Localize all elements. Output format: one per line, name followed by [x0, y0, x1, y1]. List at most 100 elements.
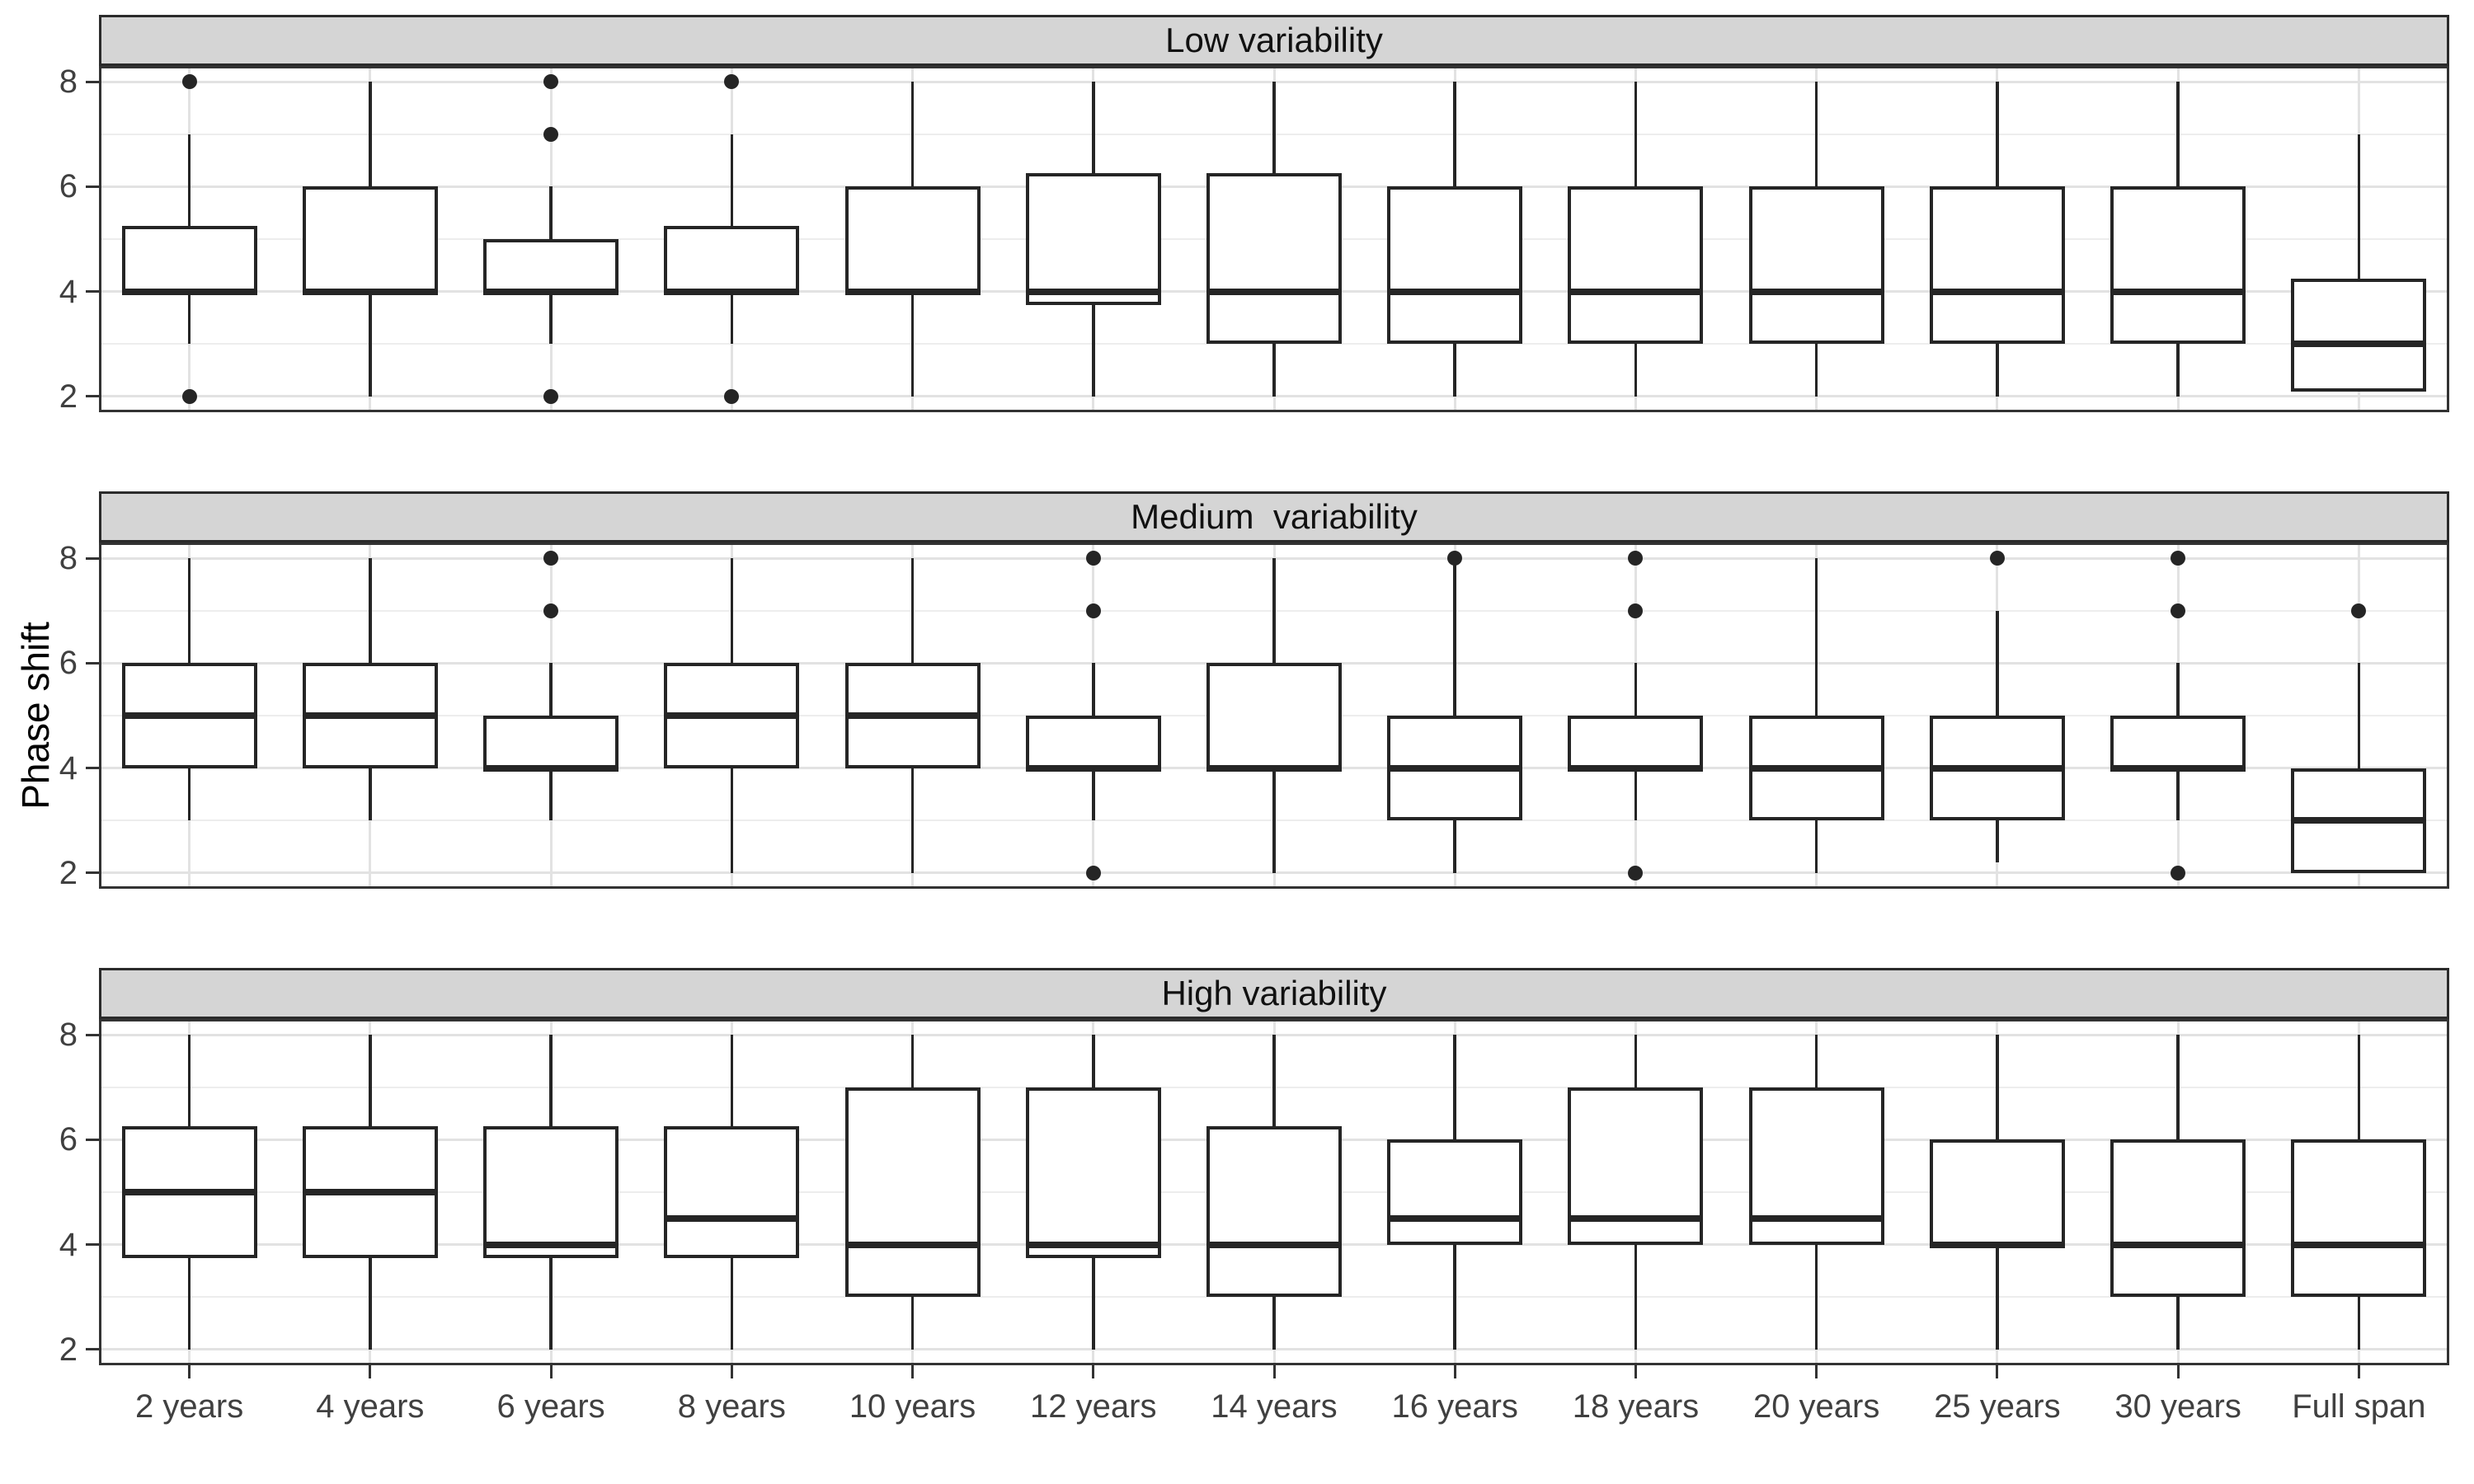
box-whisker-high	[369, 558, 372, 664]
box-outlier-point	[1989, 551, 2005, 566]
y-tick-mark	[86, 290, 99, 294]
box-outlier-point	[724, 74, 740, 90]
box-outlier-point	[2171, 865, 2186, 881]
box-median	[1748, 1214, 1884, 1222]
box-whisker-low	[1453, 820, 1456, 873]
box-whisker-high	[187, 1035, 191, 1127]
box-median	[1025, 764, 1161, 772]
box-median	[1387, 288, 1523, 295]
box-median	[664, 712, 800, 719]
box-outlier-point	[1628, 603, 1644, 618]
box-whisker-low	[910, 291, 915, 397]
box-whisker-high	[1453, 561, 1456, 716]
y-tick-label: 8	[59, 540, 78, 577]
box-median	[302, 712, 438, 719]
box-whisker-high	[1996, 610, 1999, 716]
x-tick-label: 14 years	[1211, 1388, 1338, 1425]
box-whisker-high	[549, 186, 553, 239]
box-whisker-high	[2357, 134, 2361, 279]
x-tick-label: 18 years	[1572, 1388, 1700, 1425]
box-whisker-high	[730, 134, 734, 227]
x-tick-label: 25 years	[1934, 1388, 2061, 1425]
facet-panel-medium-variability	[99, 542, 2449, 889]
box-whisker-low	[549, 291, 553, 345]
x-tick-mark	[549, 1365, 553, 1378]
facet-title: Medium variability	[1131, 497, 1418, 536]
box-whisker-high	[1453, 82, 1456, 187]
box-whisker-low	[1272, 1297, 1276, 1350]
box-median	[2110, 1241, 2246, 1248]
box-median	[1929, 288, 2065, 295]
box-whisker-low	[2176, 344, 2180, 397]
box-median	[121, 1189, 257, 1195]
box-median	[302, 288, 438, 295]
y-tick-label: 6	[59, 168, 78, 205]
box-outlier-point	[543, 74, 559, 90]
box-median	[121, 288, 257, 295]
box-whisker-high	[730, 1035, 734, 1127]
box-median	[1387, 1214, 1523, 1222]
box-iqr	[1206, 663, 1342, 768]
box-whisker-low	[1996, 1244, 1999, 1350]
box-whisker-low	[1814, 820, 1818, 873]
box-whisker-low	[187, 291, 191, 345]
box-median	[1206, 764, 1342, 772]
box-median	[1025, 288, 1161, 295]
box-median	[121, 712, 257, 719]
box-iqr	[844, 186, 981, 292]
box-whisker-low	[1634, 768, 1638, 821]
box-median	[483, 288, 619, 295]
x-tick-mark	[911, 1365, 915, 1378]
box-whisker-low	[730, 768, 734, 873]
box-outlier-point	[1628, 551, 1644, 566]
box-whisker-high	[2176, 82, 2180, 187]
box-whisker-high	[549, 663, 553, 716]
box-iqr	[121, 226, 257, 292]
box-median	[2110, 288, 2246, 295]
box-outlier-point	[181, 74, 197, 90]
facet-panel-low-variability	[99, 66, 2449, 412]
box-median	[844, 288, 981, 295]
x-tick-mark	[1634, 1365, 1637, 1378]
x-tick-label: Full span	[2292, 1388, 2426, 1425]
box-whisker-high	[1634, 1035, 1638, 1087]
box-whisker-low	[1272, 344, 1276, 397]
box-whisker-high	[1453, 1035, 1456, 1140]
x-tick-label: 6 years	[496, 1388, 605, 1425]
y-tick-mark	[86, 661, 99, 665]
box-outlier-point	[543, 388, 559, 404]
box-whisker-high	[1092, 82, 1095, 174]
box-whisker-high	[1814, 1035, 1818, 1087]
y-tick-label: 4	[59, 1226, 78, 1263]
box-iqr	[1206, 1126, 1342, 1298]
box-outlier-point	[1085, 603, 1101, 618]
box-median	[483, 1241, 619, 1248]
x-tick-mark	[2357, 1365, 2360, 1378]
box-iqr	[1025, 716, 1161, 768]
box-whisker-high	[730, 558, 734, 664]
x-tick-label: 12 years	[1030, 1388, 1157, 1425]
box-outlier-point	[543, 126, 559, 142]
x-tick-mark	[2176, 1365, 2180, 1378]
y-tick-mark	[86, 871, 99, 875]
box-median	[1025, 1241, 1161, 1248]
box-median	[1206, 288, 1342, 295]
box-iqr	[1025, 1087, 1161, 1258]
box-whisker-low	[2176, 768, 2180, 821]
box-whisker-low	[2176, 1297, 2180, 1350]
x-tick-mark	[1815, 1365, 1818, 1378]
box-outlier-point	[543, 551, 559, 566]
box-median	[1568, 764, 1704, 772]
facet-strip-medium-variability: Medium variability	[99, 491, 2449, 542]
box-iqr	[2110, 1139, 2246, 1298]
box-iqr	[1387, 1139, 1523, 1245]
box-whisker-high	[910, 1035, 915, 1087]
box-whisker-high	[1996, 1035, 1999, 1140]
y-tick-mark	[86, 767, 99, 770]
y-tick-label: 8	[59, 63, 78, 101]
box-whisker-low	[1453, 1244, 1456, 1350]
y-tick-label: 2	[59, 854, 78, 891]
box-iqr	[844, 1087, 981, 1298]
box-whisker-high	[1814, 558, 1818, 716]
